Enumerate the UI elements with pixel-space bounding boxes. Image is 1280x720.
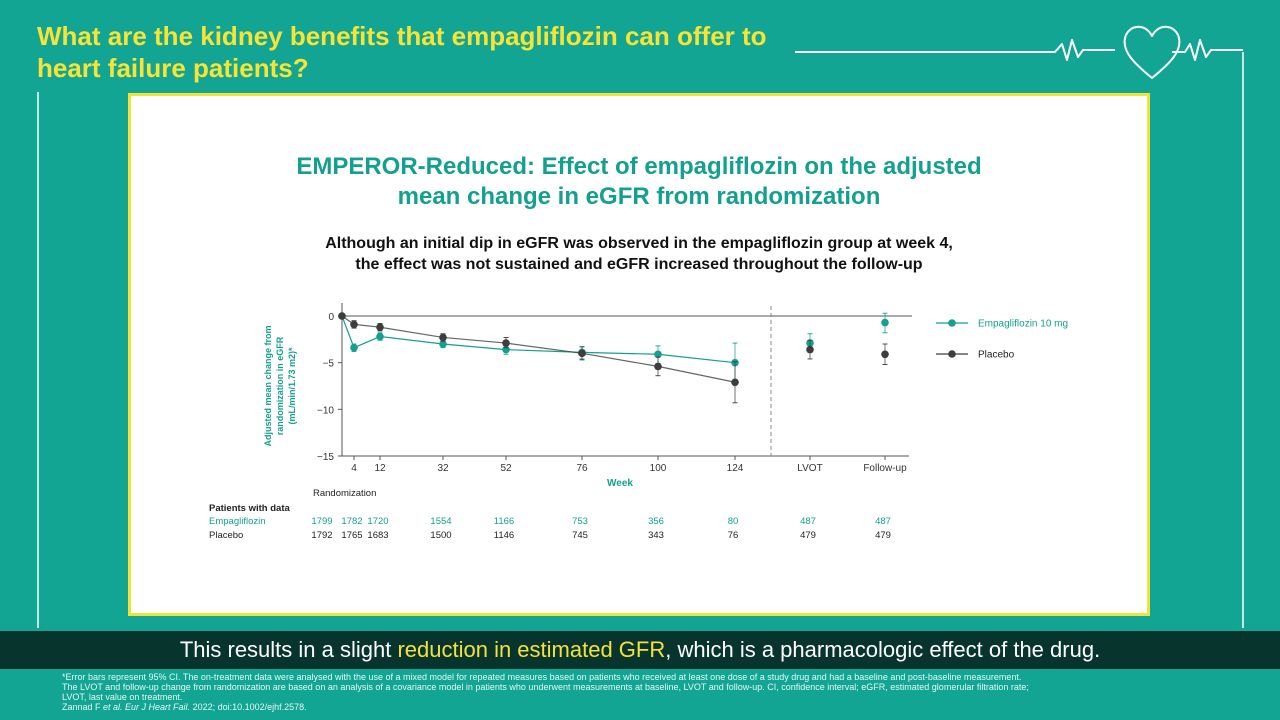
- footnote: *Error bars represent 95% CI. The on-tre…: [62, 672, 1222, 712]
- legend-marker: [948, 350, 956, 358]
- footnote-line-3: LVOT, last value on treatment.: [62, 692, 183, 702]
- patients-row-label: Empagliflozin: [209, 516, 266, 527]
- data-point: [654, 350, 662, 359]
- x-tick-label: 76: [576, 463, 588, 474]
- patients-count: 1792: [311, 530, 332, 541]
- data-point: [731, 378, 739, 387]
- chart-subtitle-line-2: the effect was not sustained and eGFR in…: [355, 256, 923, 273]
- patients-count: 1554: [430, 516, 451, 527]
- x-category-label: LVOT: [797, 463, 822, 474]
- y-tick-label: −15: [317, 452, 334, 463]
- chart-subtitle-line-1: Although an initial dip in eGFR was obse…: [325, 235, 953, 252]
- page-headline: What are the kidney benefits that empagl…: [37, 21, 767, 83]
- footnote-line-1: *Error bars represent 95% CI. The on-tre…: [62, 672, 1022, 682]
- patients-count: 487: [875, 516, 891, 527]
- patients-count: 1500: [430, 530, 451, 541]
- x-tick-label: 124: [727, 463, 744, 474]
- chart-title-line-2: mean change in eGFR from randomization: [397, 183, 881, 210]
- x-tick-label: 52: [500, 463, 512, 474]
- patients-count: 753: [572, 516, 588, 527]
- footnote-reference: Zannad F et al. Eur J Heart Fail. 2022; …: [62, 702, 1222, 712]
- patients-count: 1166: [494, 516, 514, 527]
- data-point: [806, 345, 814, 354]
- patients-count: 479: [875, 530, 891, 541]
- patients-count: 343: [648, 530, 664, 541]
- reference-doi: 2022; doi:10.1002/ejhf.2578.: [190, 702, 307, 712]
- x-axis-title: Week: [607, 478, 633, 489]
- chart-title-line-1: EMPEROR-Reduced: Effect of empagliflozin…: [296, 153, 982, 180]
- x-tick-label: 32: [437, 463, 449, 474]
- patients-count: 76: [728, 530, 739, 541]
- patients-count: 1146: [494, 530, 514, 541]
- x-tick-label: 12: [374, 463, 386, 474]
- data-point: [376, 323, 384, 331]
- y-axis-title-line: randomization in eGFR: [275, 336, 285, 435]
- randomization-label: Randomization: [313, 488, 376, 499]
- data-point: [502, 339, 510, 347]
- footnote-line-2: The LVOT and follow-up change from rando…: [62, 682, 1029, 692]
- patients-count: 356: [648, 516, 664, 527]
- heartbeat-icon: [795, 25, 1243, 79]
- patients-count: 745: [572, 530, 588, 541]
- series-line-empagliflozin: [341, 315, 736, 364]
- data-point: [338, 312, 346, 320]
- data-point: [578, 349, 586, 358]
- reference-journal: et al. Eur J Heart Fail.: [103, 702, 191, 712]
- y-axis-title-line: Adjusted mean change from: [263, 325, 273, 446]
- y-tick-label: 0: [328, 312, 334, 323]
- data-point: [881, 318, 889, 327]
- x-category-label: Follow-up: [863, 463, 907, 474]
- patients-count: 1782: [341, 516, 362, 527]
- patients-row-label: Placebo: [209, 530, 243, 541]
- patients-count: 1799: [311, 516, 332, 527]
- y-axis-title-line: (mL/min/1.73 m2)*: [287, 347, 297, 425]
- y-tick-label: −10: [317, 405, 334, 416]
- data-point: [439, 333, 447, 342]
- subtitle-caption: This results in a slight reduction in es…: [0, 631, 1280, 669]
- patients-count: 1765: [341, 530, 362, 541]
- caption-text-before: This results in a slight: [179, 637, 398, 662]
- x-tick-label: 4: [351, 463, 357, 474]
- caption-highlight: reduction in estimated GFR: [397, 637, 666, 662]
- caption-text-after: , which is a pharmacologic effect of the…: [665, 637, 1101, 662]
- chart-subtitle: Although an initial dip in eGFR was obse…: [131, 233, 1147, 275]
- legend-label: Empagliflozin 10 mg: [978, 319, 1068, 330]
- data-point: [439, 340, 447, 348]
- data-point: [350, 320, 358, 329]
- data-point: [881, 350, 889, 359]
- data-point: [350, 343, 358, 352]
- series-line-placebo: [341, 315, 736, 383]
- patients-count: 487: [800, 516, 816, 527]
- patients-count: 1683: [367, 530, 388, 541]
- patients-count: 80: [728, 516, 739, 527]
- data-point: [376, 332, 384, 341]
- y-tick-label: −5: [323, 359, 335, 370]
- legend-label: Placebo: [978, 350, 1015, 361]
- patients-header: Patients with data: [209, 503, 290, 514]
- egfr-line-chart: 0 −5 −10 −15 4 12 32 52 76 100 124 LVOT Follow-up Wee…: [209, 303, 1068, 541]
- patients-count: 1720: [367, 516, 388, 527]
- x-tick-label: 100: [650, 463, 667, 474]
- reference-authors: Zannad F: [62, 702, 104, 712]
- data-point: [654, 362, 662, 371]
- chart-card: EMPEROR-Reduced: Effect of empagliflozin…: [128, 93, 1150, 616]
- legend-marker: [948, 319, 956, 327]
- chart-title: EMPEROR-Reduced: Effect of empagliflozin…: [131, 152, 1147, 212]
- patients-count: 479: [800, 530, 816, 541]
